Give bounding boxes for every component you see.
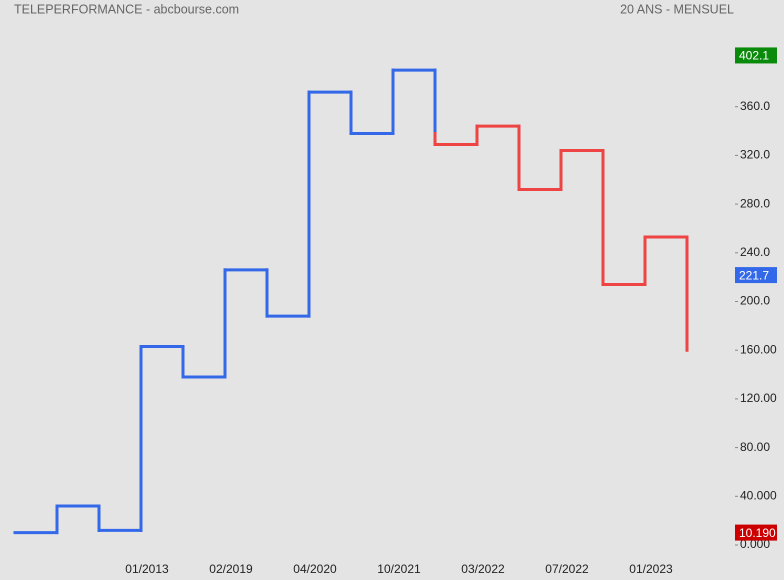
y-tick-label: 320.0 (740, 148, 770, 162)
price-badge (735, 524, 777, 541)
price-badge-label: 221.7 (739, 268, 769, 282)
price-badge-label: 10.190 (739, 526, 776, 540)
x-tick-label: 01/2023 (629, 562, 673, 576)
price-badge-label: 402.1 (739, 49, 769, 63)
y-tick-label: 240.0 (740, 245, 770, 259)
y-tick-label: 200.0 (740, 294, 770, 308)
y-tick-label: 40.000 (740, 488, 777, 502)
y-tick-label: 280.0 (740, 196, 770, 210)
chart-subtitle: 20 ANS - MENSUEL (620, 2, 734, 16)
y-tick-label: 0.000 (740, 537, 770, 551)
y-tick-label: 120.00 (740, 391, 777, 405)
chart-title: TELEPERFORMANCE - abcbourse.com (14, 2, 239, 16)
x-tick-label: 01/2013 (125, 562, 169, 576)
y-tick-label: 360.0 (740, 99, 770, 113)
x-tick-label: 10/2021 (377, 562, 421, 576)
y-tick-label: 80.00 (740, 440, 770, 454)
x-tick-label: 07/2022 (545, 562, 589, 576)
price-badge (735, 47, 777, 64)
y-tick-label: 160.00 (740, 342, 777, 356)
x-tick-label: 03/2022 (461, 562, 505, 576)
x-tick-label: 04/2020 (293, 562, 337, 576)
x-tick-label: 02/2019 (209, 562, 253, 576)
price-badge (735, 267, 777, 284)
